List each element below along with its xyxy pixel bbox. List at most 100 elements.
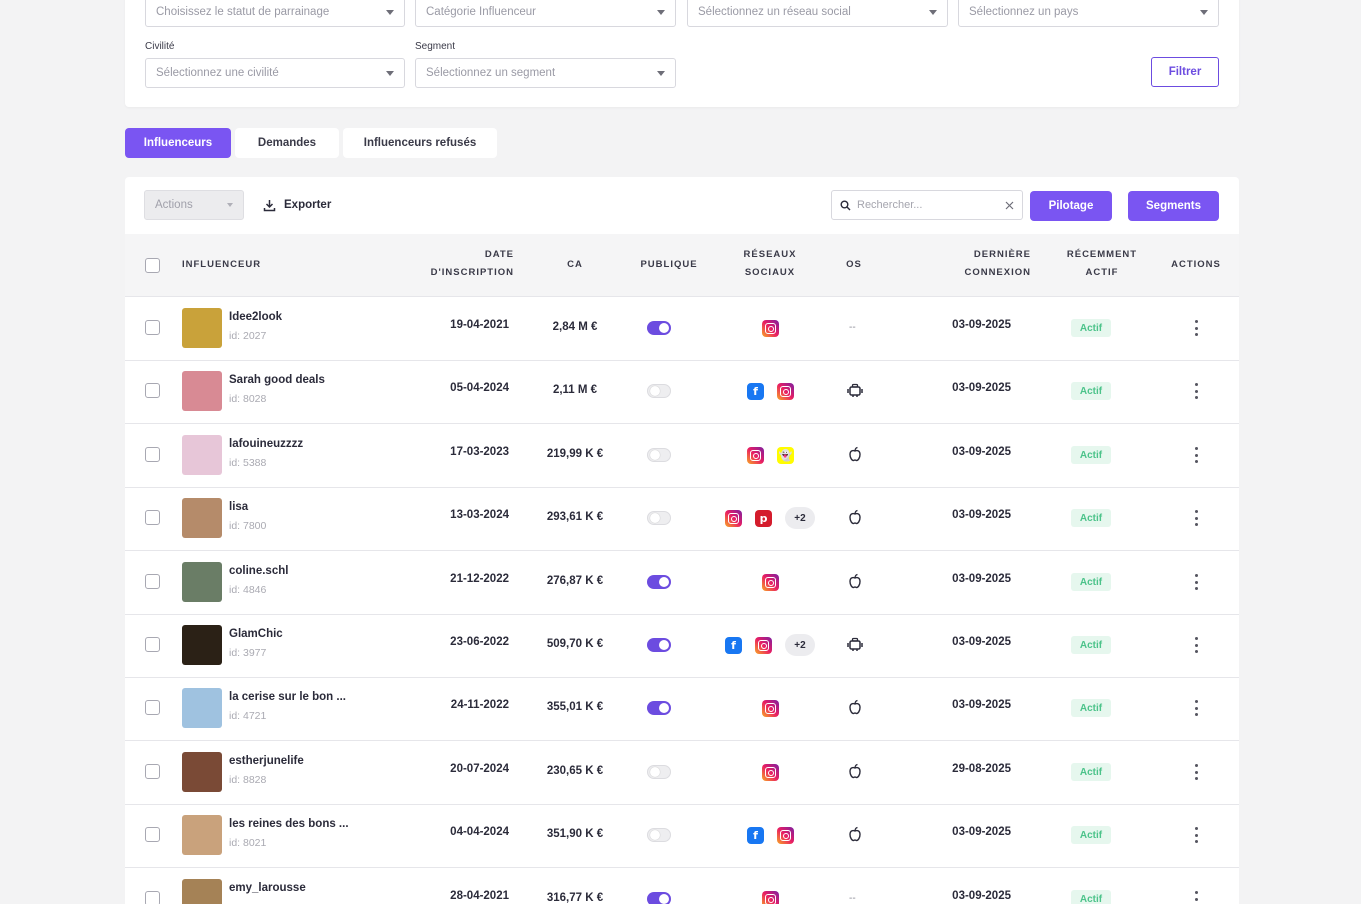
instagram-icon[interactable]	[777, 383, 794, 400]
col-influenceur[interactable]: INFLUENCEUR	[182, 259, 262, 270]
influencer-name[interactable]: les reines des bons ...	[229, 818, 349, 830]
instagram-icon[interactable]	[762, 700, 779, 717]
publique-toggle[interactable]	[647, 638, 671, 652]
row-checkbox[interactable]	[145, 700, 160, 715]
search-input[interactable]: Rechercher...	[831, 190, 1023, 220]
more-actions-icon[interactable]	[1194, 383, 1198, 399]
influencer-name[interactable]: coline.schl	[229, 565, 289, 577]
influencer-name[interactable]: Idee2look	[229, 311, 283, 323]
publique-toggle[interactable]	[647, 511, 671, 525]
facebook-icon[interactable]: f	[725, 637, 742, 654]
more-actions-icon[interactable]	[1194, 637, 1198, 653]
export-button[interactable]: Exporter	[263, 190, 331, 220]
facebook-icon[interactable]: f	[747, 827, 764, 844]
more-networks-badge[interactable]: +2	[785, 634, 815, 656]
categorie-select[interactable]: Catégorie Influenceur	[415, 0, 676, 27]
influencer-name[interactable]: la cerise sur le bon ...	[229, 691, 346, 703]
publique-toggle[interactable]	[647, 892, 671, 904]
tab-influenceurs-refuses[interactable]: Influenceurs refusés	[343, 128, 497, 158]
more-actions-icon[interactable]	[1194, 700, 1198, 716]
parrainage-select[interactable]: Choisissez le statut de parrainage	[145, 0, 405, 27]
publique-toggle[interactable]	[647, 765, 671, 779]
more-actions-icon[interactable]	[1194, 891, 1198, 904]
col-date-line1[interactable]: DATE	[484, 249, 514, 260]
influencers-table-card: Actions Exporter Rechercher... Pilotage …	[125, 177, 1239, 904]
table-row[interactable]: estherjunelife id: 8828 20-07-2024 230,65 K…	[125, 741, 1239, 805]
publique-toggle[interactable]	[647, 448, 671, 462]
row-checkbox[interactable]	[145, 510, 160, 525]
instagram-glyph	[765, 703, 776, 714]
pays-select[interactable]: Sélectionnez un pays	[958, 0, 1219, 27]
col-publique[interactable]: PUBLIQUE	[640, 259, 698, 270]
more-networks-badge[interactable]: +2	[785, 507, 815, 529]
col-derniere-line2[interactable]: CONNEXION	[964, 267, 1031, 278]
row-checkbox[interactable]	[145, 827, 160, 842]
filter-button[interactable]: Filtrer	[1151, 57, 1219, 87]
influencer-name[interactable]: emy_larousse	[229, 882, 306, 894]
snapchat-icon[interactable]: 👻	[777, 447, 794, 464]
publique-toggle[interactable]	[647, 384, 671, 398]
influencer-name[interactable]: lafouineuzzzz	[229, 438, 304, 450]
instagram-icon[interactable]	[725, 510, 742, 527]
instagram-icon[interactable]	[777, 827, 794, 844]
toggle-knob	[659, 703, 669, 713]
tab-influenceurs[interactable]: Influenceurs	[125, 128, 231, 158]
more-actions-icon[interactable]	[1194, 447, 1198, 463]
more-actions-icon[interactable]	[1194, 574, 1198, 590]
instagram-icon[interactable]	[762, 574, 779, 591]
col-ca[interactable]: CA	[567, 259, 583, 270]
instagram-icon[interactable]	[762, 891, 779, 904]
col-date-line2[interactable]: D'INSCRIPTION	[430, 267, 514, 278]
publique-toggle[interactable]	[647, 828, 671, 842]
row-checkbox[interactable]	[145, 764, 160, 779]
table-row[interactable]: emy_larousse 28-04-2021 316,77 K € -- 03-09-…	[125, 868, 1239, 904]
row-checkbox[interactable]	[145, 447, 160, 462]
more-actions-icon[interactable]	[1194, 827, 1198, 843]
col-derniere-line1[interactable]: DERNIÈRE	[973, 249, 1031, 260]
publique-toggle[interactable]	[647, 575, 671, 589]
publique-toggle[interactable]	[647, 321, 671, 335]
row-checkbox[interactable]	[145, 637, 160, 652]
table-row[interactable]: lafouineuzzzz id: 5388 17-03-2023 219,99 K …	[125, 424, 1239, 488]
tab-demandes[interactable]: Demandes	[235, 128, 339, 158]
pilotage-button[interactable]: Pilotage	[1030, 191, 1112, 221]
influencer-name[interactable]: GlamChic	[229, 628, 283, 640]
row-checkbox[interactable]	[145, 574, 160, 589]
more-actions-icon[interactable]	[1194, 510, 1198, 526]
bulk-actions-select[interactable]: Actions	[144, 190, 244, 220]
table-row[interactable]: GlamChic id: 3977 23-06-2022 509,70 K € f +2 0…	[125, 614, 1239, 678]
segments-button[interactable]: Segments	[1128, 191, 1219, 221]
table-row[interactable]: Sarah good deals id: 8028 05-04-2024 2,11 M…	[125, 360, 1239, 424]
publique-toggle[interactable]	[647, 701, 671, 715]
table-row[interactable]: lisa id: 7800 13-03-2024 293,61 K € p +2 03-09…	[125, 487, 1239, 551]
toggle-knob	[659, 323, 669, 333]
instagram-icon[interactable]	[755, 637, 772, 654]
more-actions-icon[interactable]	[1194, 320, 1198, 336]
instagram-icon[interactable]	[747, 447, 764, 464]
clear-icon[interactable]	[1005, 201, 1014, 210]
select-all-checkbox[interactable]	[145, 258, 160, 273]
facebook-icon[interactable]: f	[747, 383, 764, 400]
table-row[interactable]: coline.schl id: 4846 21-12-2022 276,87 K € 0…	[125, 551, 1239, 615]
instagram-icon[interactable]	[762, 764, 779, 781]
table-row[interactable]: Idee2look id: 2027 19-04-2021 2,84 M € -- 03-…	[125, 297, 1239, 361]
civilite-select[interactable]: Sélectionnez une civilité	[145, 58, 405, 88]
instagram-glyph	[765, 323, 776, 334]
table-row[interactable]: la cerise sur le bon ... id: 4721 24-11-20…	[125, 677, 1239, 741]
instagram-icon[interactable]	[762, 320, 779, 337]
influencer-id: id: 8028	[229, 393, 267, 405]
influencer-name[interactable]: lisa	[229, 501, 249, 513]
row-checkbox[interactable]	[145, 383, 160, 398]
more-actions-icon[interactable]	[1194, 764, 1198, 780]
influencer-name[interactable]: estherjunelife	[229, 755, 304, 767]
row-checkbox[interactable]	[145, 320, 160, 335]
row-checkbox[interactable]	[145, 891, 160, 904]
reseau-select[interactable]: Sélectionnez un réseau social	[687, 0, 948, 27]
avatar	[182, 371, 222, 411]
derniere-connexion: 03-09-2025	[952, 699, 1011, 711]
pinterest-icon[interactable]: p	[755, 510, 772, 527]
civilite-select-value: Sélectionnez une civilité	[156, 67, 279, 79]
table-row[interactable]: les reines des bons ... id: 8021 04-04-202…	[125, 804, 1239, 868]
influencer-name[interactable]: Sarah good deals	[229, 374, 325, 386]
segment-select[interactable]: Sélectionnez un segment	[415, 58, 676, 88]
